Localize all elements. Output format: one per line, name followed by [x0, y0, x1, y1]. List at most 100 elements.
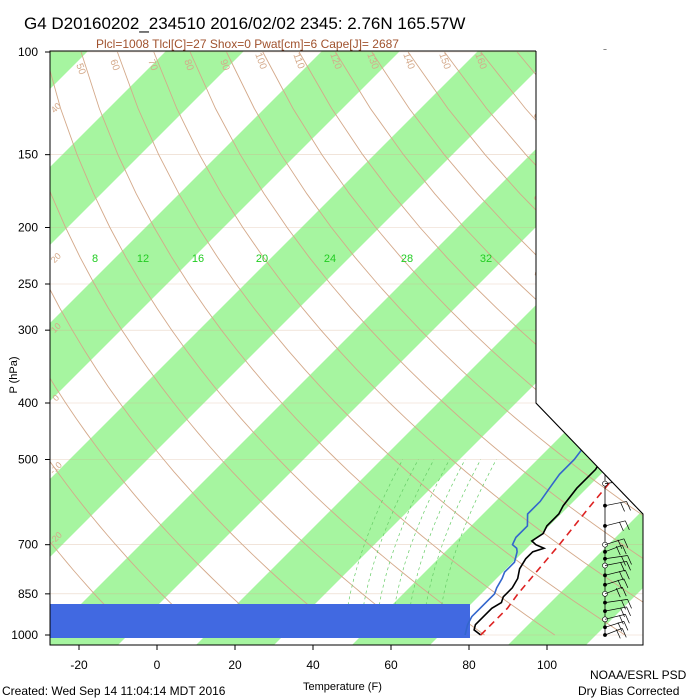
isotherm-band — [50, 51, 556, 557]
y-tick-label: 150 — [18, 148, 38, 162]
barb-flag — [626, 501, 631, 511]
mixing-ratio-line — [343, 459, 404, 636]
isotherm-band — [50, 51, 400, 401]
barb-shaft — [604, 613, 626, 620]
mixing-ratio-label: 16 — [192, 253, 204, 265]
mixing-ratio-label: 28 — [401, 253, 413, 265]
y-tick-label: 200 — [18, 221, 38, 235]
barb-flag — [620, 607, 625, 618]
dry-adiabat — [226, 51, 643, 516]
dry-adiabat — [335, 51, 643, 391]
barb-flag — [619, 615, 624, 625]
barb-flag — [623, 621, 629, 631]
barb-flag — [619, 521, 624, 531]
dry-adiabat-label: 140 — [400, 51, 416, 71]
dry-adiabat — [50, 190, 415, 636]
barb-shaft — [604, 578, 625, 586]
y-tick-label: 700 — [18, 538, 38, 552]
barb-shaft — [604, 520, 626, 527]
dry-adiabat-label: 100 — [252, 51, 268, 71]
y-tick-label: 1000 — [11, 628, 38, 642]
barb-flag — [621, 545, 627, 555]
x-tick-label: 0 — [154, 658, 161, 672]
surface-block — [50, 604, 470, 638]
mixing-ratio-line — [375, 459, 435, 636]
chart-subtitle: Plcl=1008 Tlcl[C]=27 Shox=0 Pwat[cm]=6 C… — [96, 37, 399, 51]
barb-flag — [615, 588, 621, 598]
barb-shaft — [604, 569, 626, 576]
barb-shaft — [604, 586, 623, 595]
dry-adiabat — [50, 377, 275, 636]
barb-flag — [615, 546, 621, 556]
y-tick-label: 400 — [18, 396, 38, 410]
dry-adiabat — [153, 51, 643, 603]
barb-flag — [620, 562, 625, 572]
mixing-ratio-line — [406, 459, 466, 636]
y-axis-label: P (hPa) — [8, 356, 20, 394]
celsius-label-left: 20 — [49, 251, 63, 265]
dry-adiabat — [80, 51, 556, 636]
dry-adiabat-label: 60 — [107, 58, 121, 73]
mixing-ratio-line — [437, 459, 497, 636]
dry-adiabat-label: 70 — [145, 58, 159, 73]
barb-flag — [625, 520, 630, 530]
dry-adiabat-label: 110 — [290, 52, 306, 71]
created-timestamp: Created: Wed Sep 14 11:04:14 MDT 2016 — [2, 684, 226, 698]
dry-adiabat — [50, 541, 134, 636]
barb-flag — [619, 571, 624, 581]
x-tick-label: 40 — [306, 658, 320, 672]
isotherm-band — [50, 51, 643, 645]
barb-flag — [617, 622, 623, 632]
barb-flag — [626, 561, 631, 571]
mixing-ratio-line — [359, 459, 419, 636]
dry-adiabat — [262, 51, 643, 474]
isotherm-band — [196, 198, 643, 645]
y-tick-label: 250 — [18, 277, 38, 291]
parcel-line — [480, 436, 643, 636]
mixing-ratio-line — [390, 459, 450, 636]
chart-title: G4 D20160202_234510 2016/02/02 2345: 2.7… — [24, 14, 466, 33]
mixing-ratio-label: 12 — [137, 253, 149, 265]
isotherm-stripes — [50, 51, 643, 645]
barb-shaft — [604, 606, 627, 612]
y-tick-label: 850 — [18, 587, 38, 601]
mixing-ratio-label: 8 — [92, 253, 98, 265]
temperature-line — [473, 400, 643, 636]
frame-mask — [536, 50, 700, 514]
dry-adiabat — [298, 51, 643, 432]
x-axis-label: Temperature (F) — [303, 681, 382, 693]
barb-flag — [621, 587, 627, 597]
x-tick-label: 60 — [384, 658, 398, 672]
x-tick-label: -20 — [70, 658, 88, 672]
mixing-ratio-label: 32 — [480, 253, 492, 265]
frame-edge — [535, 51, 644, 645]
barb-flag — [626, 606, 631, 617]
dry-adiabat-label: 150 — [436, 51, 452, 71]
axis-labels: -20 0 20 40 60 80 1001001502002503004005007008… — [11, 45, 557, 672]
barb-flag — [625, 570, 630, 580]
barb-shaft — [604, 538, 625, 546]
isotherm-band — [50, 51, 244, 245]
plot-frame — [49, 50, 700, 646]
dry-adiabat-label: 90 — [217, 58, 231, 73]
barb-flag — [627, 599, 632, 609]
barb-flag — [623, 578, 629, 588]
x-tick-label: 100 — [537, 658, 557, 672]
mixing-ratio-label: 20 — [256, 253, 268, 265]
dry-adiabat — [50, 288, 345, 636]
barb-flag — [623, 538, 629, 548]
barb-shaft — [604, 560, 627, 566]
bias-note: Dry Bias Corrected — [578, 684, 680, 698]
dry-adiabat-label: 80 — [181, 58, 195, 73]
x-tick-label: 80 — [462, 658, 476, 672]
celsius-label-left: 40 — [49, 101, 63, 115]
barb-flag — [621, 628, 627, 638]
isotherm-band — [50, 51, 88, 89]
barb-shaft — [604, 621, 625, 628]
barb-shaft — [604, 628, 623, 636]
dry-adiabat — [189, 51, 643, 559]
barb-flag — [617, 539, 623, 549]
barb-shaft — [604, 555, 628, 560]
